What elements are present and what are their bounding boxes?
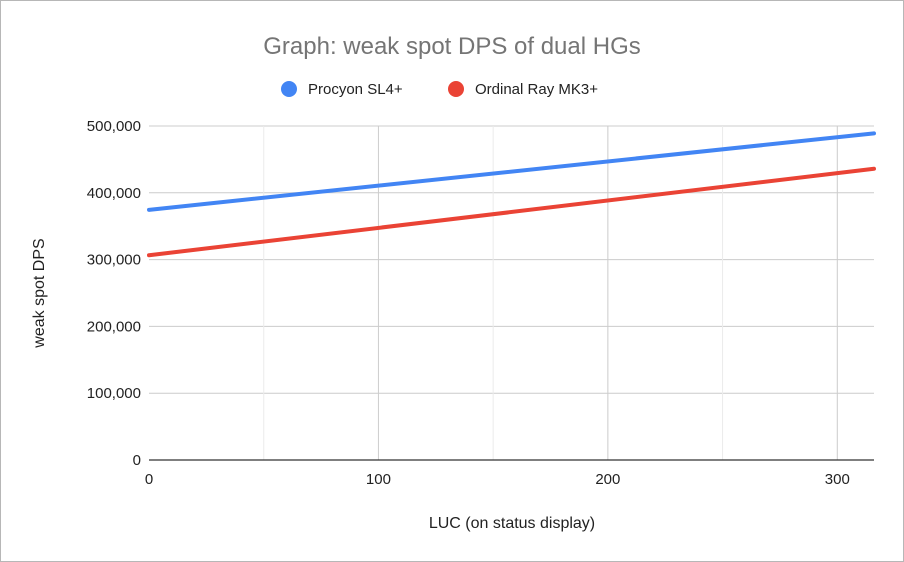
x-axis-label: LUC (on status display) [429,515,595,532]
legend-marker [448,81,464,97]
legend-label: Procyon SL4+ [308,81,403,98]
y-tick-label: 400,000 [87,185,141,202]
x-tick-label: 100 [366,471,391,488]
legend: Procyon SL4+ Ordinal Ray MK3+ [281,81,598,98]
y-tick-label: 200,000 [87,318,141,335]
grid-lines [149,125,874,460]
y-tick-label: 0 [133,452,141,469]
x-tick-label: 300 [825,471,850,488]
y-tick-label: 300,000 [87,252,141,269]
y-axis-label: weak spot DPS [31,238,48,348]
x-tick-label: 0 [145,471,153,488]
y-axis-ticks: 0 100,000 200,000 300,000 400,000 500,000 [87,118,141,469]
legend-marker [281,81,297,97]
y-tick-label: 100,000 [87,385,141,402]
y-tick-label: 500,000 [87,118,141,135]
x-axis-ticks: 0 100 200 300 [145,471,850,488]
series-line-2 [147,166,876,258]
series-line-1 [147,131,876,212]
x-tick-label: 200 [595,471,620,488]
series-lines [147,131,876,258]
legend-label: Ordinal Ray MK3+ [475,81,598,98]
chart-title: Graph: weak spot DPS of dual HGs [263,33,641,60]
